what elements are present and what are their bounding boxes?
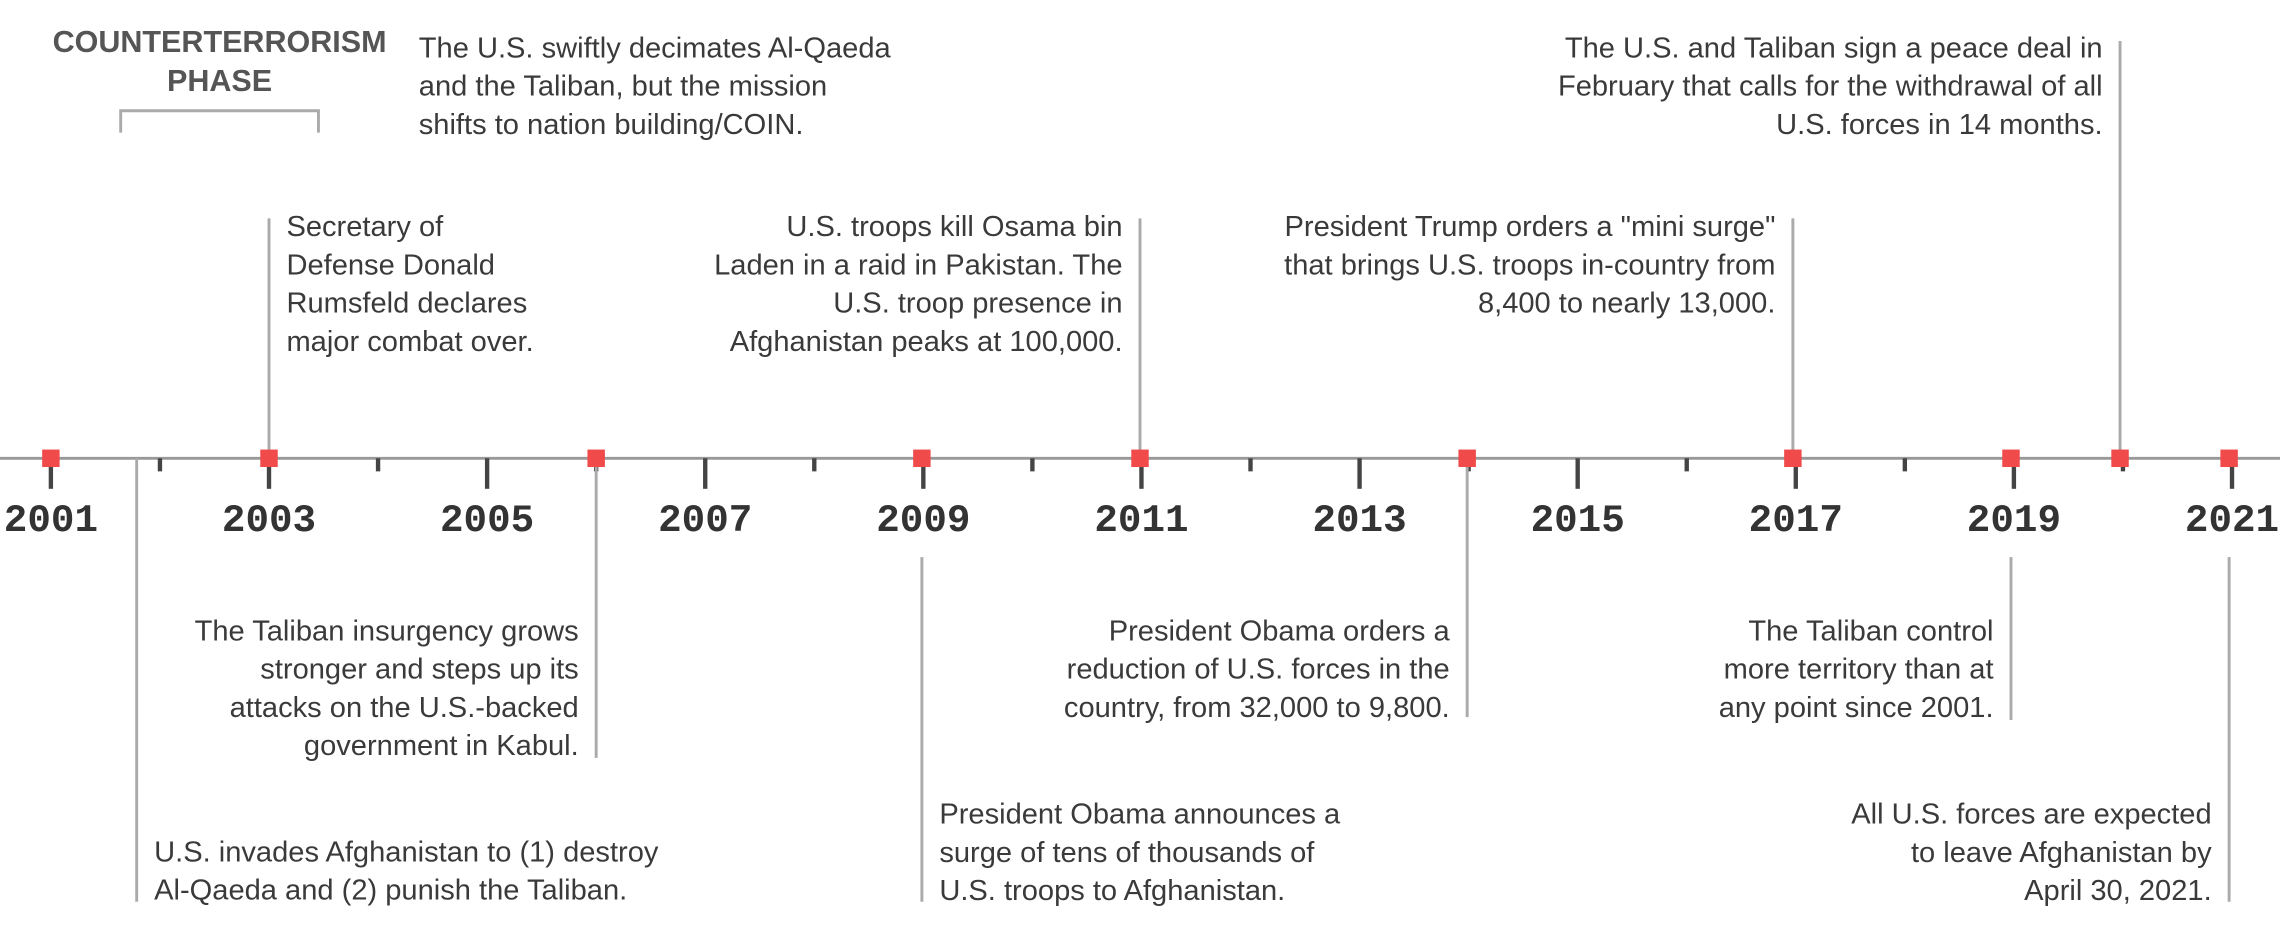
year-label: 2017 (1749, 498, 1843, 543)
note-text: shifts to nation building/COIN. (419, 109, 804, 141)
event-text: Laden in a raid in Pakistan. The (714, 249, 1122, 281)
event-marker (2002, 449, 2020, 468)
event-marker (1784, 449, 1802, 468)
phase-label: COUNTERTERRORISM (53, 25, 387, 59)
event-text: Al-Qaeda and (2) punish the Taliban. (154, 875, 627, 907)
event-text: The Taliban insurgency grows (195, 615, 579, 647)
event-text: major combat over. (286, 326, 533, 358)
event-text: President Obama orders a (1109, 615, 1451, 647)
event-text: Rumsfeld declares (286, 288, 527, 320)
note-text: The U.S. swiftly decimates Al-Qaeda (419, 32, 892, 64)
event-marker (1458, 449, 1476, 468)
event-text: country, from 32,000 to 9,800. (1064, 692, 1450, 724)
event-text: any point since 2001. (1719, 692, 1994, 724)
year-label: 2013 (1312, 498, 1406, 543)
event-text: February that calls for the withdrawal o… (1558, 71, 2103, 103)
year-label: 2015 (1531, 498, 1625, 543)
year-label: 2001 (4, 498, 98, 543)
event-text: Secretary of (286, 211, 444, 243)
event-text: more territory than at (1724, 654, 1994, 686)
event-text: government in Kabul. (304, 730, 579, 762)
event-text: U.S. invades Afghanistan to (1) destroy (154, 836, 659, 868)
event-text: The U.S. and Taliban sign a peace deal i… (1565, 32, 2103, 64)
phase-bracket (119, 109, 320, 133)
event-text: U.S. troops to Afghanistan. (939, 875, 1285, 907)
year-label: 2009 (876, 498, 970, 543)
event-text: attacks on the U.S.-backed (230, 692, 579, 724)
year-label: 2019 (1967, 498, 2061, 543)
year-label: 2007 (658, 498, 752, 543)
phase-label: PHASE (167, 64, 272, 98)
event-text: President Obama announces a (939, 799, 1341, 831)
event-text: that brings U.S. troops in-country from (1284, 249, 1775, 281)
event-text: reduction of U.S. forces in the (1067, 654, 1450, 686)
event-marker (260, 449, 278, 468)
event-marker (42, 449, 60, 468)
event-text: Defense Donald (286, 249, 495, 281)
event-text: 8,400 to nearly 13,000. (1478, 288, 1775, 320)
event-text: to leave Afghanistan by (1911, 837, 2212, 869)
event-text: surge of tens of thousands of (939, 837, 1315, 869)
event-text: Afghanistan peaks at 100,000. (730, 326, 1123, 358)
event-marker (913, 449, 931, 468)
event-text: All U.S. forces are expected (1851, 799, 2211, 831)
event-text: President Trump orders a "mini surge" (1284, 211, 1775, 243)
event-text: April 30, 2021. (2024, 875, 2212, 907)
event-marker (2111, 449, 2129, 468)
event-text: The Taliban control (1748, 615, 1993, 647)
year-label: 2005 (440, 498, 534, 543)
event-text: stronger and steps up its (260, 654, 578, 686)
event-text: U.S. troops kill Osama bin (786, 211, 1122, 243)
event-marker (587, 449, 605, 468)
note-text: and the Taliban, but the mission (419, 71, 827, 103)
event-marker (2220, 449, 2238, 468)
event-text: U.S. forces in 14 months. (1776, 109, 2102, 141)
year-label: 2021 (2185, 498, 2279, 543)
year-label: 2003 (222, 498, 316, 543)
event-text: U.S. troop presence in (833, 288, 1122, 320)
event-marker (1131, 449, 1149, 468)
year-label: 2011 (1094, 498, 1188, 543)
